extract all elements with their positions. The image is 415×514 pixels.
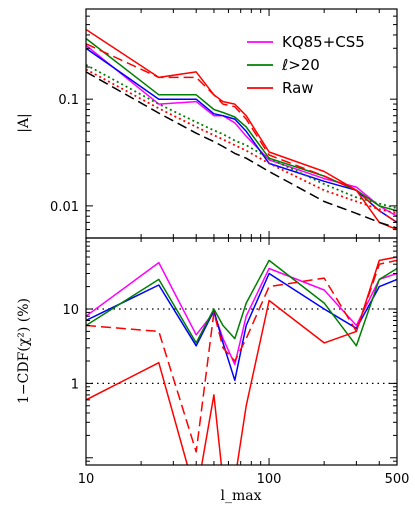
series-line-3: [86, 259, 397, 453]
legend-label: KQ85+CS5: [282, 33, 365, 51]
legend-label: Raw: [282, 79, 314, 97]
y-tick-label: 0.01: [50, 200, 79, 215]
y-tick-label: 0.1: [58, 93, 79, 108]
top-panel: 0.01 0.1 |A| KQ85+CS5 ℓ>20 Raw: [16, 8, 398, 239]
series-line-7: [86, 71, 397, 229]
y-tick-label: 10: [62, 303, 79, 318]
x-tick-label: 100: [257, 472, 282, 487]
legend-label: ℓ>20: [281, 56, 320, 74]
series-line-3: [86, 28, 397, 231]
legend: KQ85+CS5 ℓ>20 Raw: [247, 33, 365, 97]
series-line-1: [86, 272, 397, 382]
x-tick-label: 10: [78, 472, 95, 487]
series-line-4: [86, 256, 397, 465]
bottom-panel: 1 10 10 100 500 1−CDF(χ²) (%) l_max: [16, 237, 410, 504]
series-line-2: [86, 259, 397, 347]
series-line-2: [86, 37, 397, 212]
bottom-ylabel: 1−CDF(χ²) (%): [16, 298, 32, 404]
x-tick-label: 500: [385, 472, 410, 487]
bottom-panel-frame: [85, 237, 398, 466]
y-tick-label: 1: [71, 377, 79, 392]
xlabel: l_max: [221, 488, 262, 504]
series-line-0: [86, 44, 397, 217]
series-line-4: [86, 43, 397, 224]
series-line-6: [86, 68, 397, 215]
top-ylabel: |A|: [16, 113, 32, 133]
series-line-5: [86, 64, 397, 210]
